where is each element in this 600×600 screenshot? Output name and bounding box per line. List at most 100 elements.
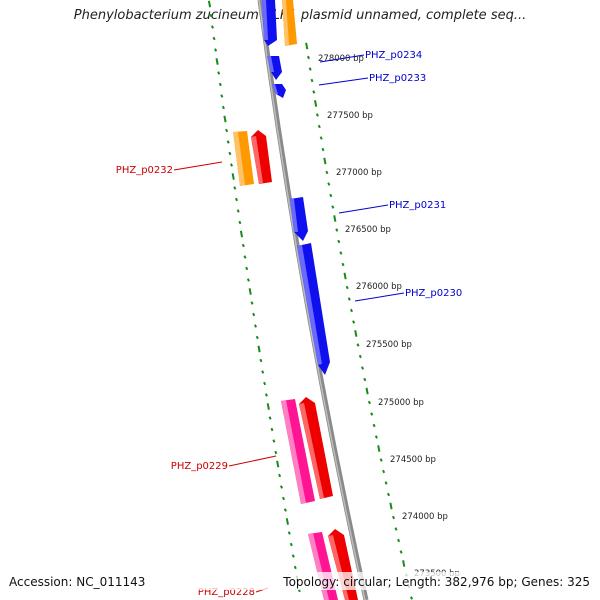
tick-mark bbox=[315, 113, 319, 117]
tick-mark bbox=[229, 163, 234, 167]
tick-mark bbox=[263, 381, 267, 386]
gene-label[interactable]: PHZ_p0232 bbox=[116, 165, 173, 176]
tick-mark bbox=[270, 427, 274, 432]
tick-mark bbox=[210, 25, 215, 29]
tick-mark bbox=[306, 55, 311, 60]
tick-mark bbox=[248, 288, 252, 295]
tick-mark bbox=[241, 243, 245, 248]
tick-mark bbox=[335, 228, 339, 232]
tick-mark bbox=[356, 343, 360, 347]
topology-stats-text: Topology: circular; Length: 382,976 bp; … bbox=[283, 575, 590, 589]
tick-mark bbox=[261, 370, 265, 374]
tick-mark bbox=[259, 358, 263, 363]
tick-track-right bbox=[305, 42, 414, 600]
tick-mark bbox=[207, 0, 212, 8]
tick-mark bbox=[310, 78, 314, 83]
scale-label: 277000 bp bbox=[336, 168, 382, 178]
footer-band bbox=[0, 572, 600, 590]
tick-mark bbox=[226, 140, 230, 144]
tick-mark bbox=[209, 13, 213, 18]
gene-phz-p0232[interactable] bbox=[233, 131, 254, 186]
tick-mark bbox=[319, 136, 323, 140]
tick-mark bbox=[308, 67, 312, 71]
tick-mark bbox=[365, 387, 369, 395]
tick-mark bbox=[238, 220, 242, 225]
gene-label[interactable]: PHZ_p0228 bbox=[198, 587, 255, 598]
gene-phz-p0229b[interactable] bbox=[299, 397, 333, 499]
tick-mark bbox=[354, 330, 358, 337]
gene-phz-p0233[interactable] bbox=[272, 84, 286, 98]
tick-mark bbox=[223, 115, 227, 123]
gene-phz-p0232b[interactable] bbox=[251, 130, 272, 184]
tick-mark bbox=[291, 554, 295, 558]
gene-label[interactable]: PHZ_p0233 bbox=[369, 73, 426, 84]
scale-label: 274500 bp bbox=[390, 455, 436, 465]
gene-phz-p0229[interactable] bbox=[281, 399, 315, 504]
tick-mark bbox=[233, 186, 237, 190]
scale-label: 275000 bp bbox=[378, 398, 424, 408]
tick-mark bbox=[382, 469, 386, 474]
tick-mark bbox=[394, 527, 398, 531]
gene-p0235[interactable] bbox=[262, 0, 277, 46]
tick-mark bbox=[386, 492, 391, 497]
tick-mark bbox=[268, 416, 272, 420]
gene-label[interactable]: PHZ_p0229 bbox=[171, 461, 228, 472]
tick-mark bbox=[243, 255, 247, 259]
gene-label[interactable]: PHZ_p0234 bbox=[365, 50, 422, 61]
tick-mark bbox=[225, 128, 229, 133]
tick-mark bbox=[272, 439, 276, 443]
gene-p0236[interactable] bbox=[282, 0, 297, 46]
tick-mark bbox=[281, 496, 286, 501]
tick-mark bbox=[327, 182, 331, 186]
tick-mark bbox=[402, 560, 406, 567]
tick-mark bbox=[228, 151, 232, 156]
tick-mark bbox=[374, 435, 378, 439]
tick-mark bbox=[384, 481, 388, 485]
gene-label[interactable]: PHZ_p0230 bbox=[405, 288, 462, 299]
tick-mark bbox=[283, 508, 287, 512]
tick-mark bbox=[255, 335, 259, 340]
tick-mark bbox=[236, 209, 240, 213]
backbone-line bbox=[257, 0, 369, 600]
map-title: Phenylobacterium zucineum HLK1 plasmid u… bbox=[73, 8, 527, 23]
tick-mark bbox=[363, 377, 367, 382]
gene-phz-p0234[interactable] bbox=[267, 56, 282, 80]
tick-track-left bbox=[207, 0, 301, 593]
gene-phz-p0231[interactable] bbox=[290, 197, 308, 241]
tick-mark bbox=[252, 312, 256, 317]
tick-mark bbox=[221, 105, 225, 110]
tick-mark bbox=[372, 423, 376, 428]
tick-mark bbox=[239, 230, 244, 238]
tick-mark bbox=[289, 542, 293, 547]
tick-mark bbox=[231, 173, 235, 180]
tick-mark bbox=[218, 82, 222, 87]
tick-mark bbox=[257, 345, 261, 353]
tick-mark bbox=[245, 266, 249, 271]
scale-labels: 278000 bp 277500 bp 277000 bp 276500 bp … bbox=[318, 54, 460, 579]
tick-mark bbox=[370, 412, 374, 416]
tick-mark bbox=[214, 48, 218, 52]
tick-mark bbox=[339, 251, 343, 255]
tick-mark bbox=[287, 531, 291, 535]
tick-mark bbox=[379, 458, 383, 462]
callout-lines bbox=[173, 54, 405, 593]
tick-mark bbox=[337, 239, 341, 244]
tick-mark bbox=[276, 460, 280, 468]
tick-mark bbox=[220, 94, 224, 98]
tick-mark bbox=[367, 400, 371, 405]
tick-mark bbox=[347, 297, 351, 301]
tick-mark bbox=[293, 565, 297, 570]
tick-mark bbox=[264, 393, 268, 397]
gene-phz-p0230[interactable] bbox=[297, 243, 330, 375]
tick-mark bbox=[212, 36, 216, 41]
tick-mark bbox=[266, 403, 270, 410]
scale-label: 275500 bp bbox=[366, 340, 412, 350]
gene-labels: PHZ_p0234 PHZ_p0233 PHZ_p0231 PHZ_p0230 … bbox=[116, 50, 462, 598]
tick-mark bbox=[352, 320, 356, 324]
scale-label: 274000 bp bbox=[402, 512, 448, 522]
tick-mark bbox=[274, 450, 278, 455]
tick-mark bbox=[329, 193, 333, 198]
tick-mark bbox=[321, 147, 325, 152]
gene-label[interactable]: PHZ_p0231 bbox=[389, 200, 446, 211]
